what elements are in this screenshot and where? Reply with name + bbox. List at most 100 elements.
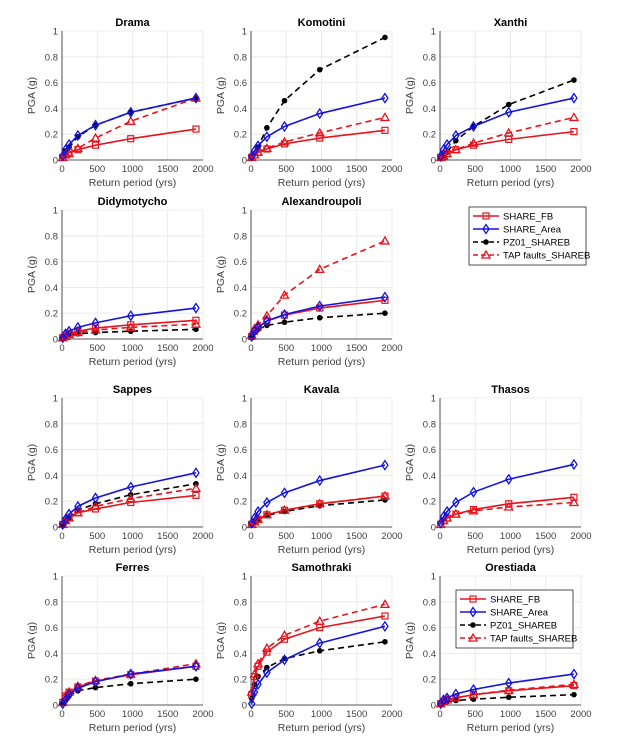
data-point — [72, 143, 83, 153]
y-tick-label: 0.6 — [423, 445, 436, 456]
data-point — [91, 317, 100, 329]
subplot-samothraki: 0 500 1000 1500 2000 0 0.2 0.4 0.6 0.8 1 Samothraki… — [215, 562, 403, 734]
data-point — [381, 126, 389, 134]
x-axis-label: Return period (yrs) — [278, 722, 366, 734]
data-point — [91, 141, 100, 149]
data-point — [193, 326, 199, 333]
x-tick-label: 2000 — [570, 709, 591, 720]
y-tick-label: 1 — [431, 394, 436, 405]
series-line — [251, 97, 386, 157]
y-tick-label: 0.6 — [234, 623, 247, 634]
legend-marker — [470, 622, 476, 628]
y-tick-label: 1 — [242, 394, 247, 405]
data-point — [504, 106, 513, 118]
y-axis-label: PGA (g) — [404, 77, 416, 114]
data-point — [570, 458, 578, 471]
legend-marker — [469, 595, 477, 603]
data-point — [381, 291, 389, 303]
data-point — [125, 322, 136, 332]
data-point — [74, 146, 82, 154]
y-tick-label: 0.8 — [45, 231, 58, 242]
y-tick-label: 0.6 — [423, 78, 436, 89]
data-point — [381, 612, 389, 620]
data-point — [90, 324, 101, 334]
y-tick-label: 0.6 — [234, 445, 247, 456]
x-tick-label: 1000 — [122, 164, 143, 175]
legend-entry: SHARE_FB — [460, 595, 540, 606]
data-point — [452, 129, 460, 142]
data-point — [190, 482, 202, 492]
subplot-didymotycho: 0 500 1000 1500 2000 0 0.2 0.4 0.6 0.8 1 Didymotych… — [26, 196, 214, 368]
y-tick-label: 0 — [431, 523, 436, 534]
data-point — [126, 481, 135, 493]
data-point — [74, 682, 82, 694]
legend-label: SHARE_Area — [503, 225, 562, 236]
x-axis-label: Return period (yrs) — [278, 177, 366, 189]
y-axis-label: PGA (g) — [215, 256, 227, 293]
subplot-title: Sappes — [113, 384, 152, 396]
series-line — [62, 307, 197, 339]
data-point — [280, 140, 289, 148]
y-tick-label: 1 — [53, 206, 58, 217]
x-axis-label: Return period (yrs) — [278, 544, 366, 556]
data-point — [74, 500, 82, 513]
legend-entry: TAP faults_SHAREB — [460, 632, 577, 645]
data-point — [382, 310, 388, 317]
legend-main: SHARE_FB SHARE_Area PZ01_SHAREB TAP faults_… — [468, 206, 590, 266]
x-tick-label: 2000 — [381, 709, 402, 720]
series-share_area — [247, 92, 389, 162]
series-line — [62, 665, 197, 705]
subplot-title: Thasos — [491, 384, 530, 396]
x-tick-label: 500 — [278, 531, 294, 542]
data-point — [568, 679, 580, 689]
data-point — [127, 680, 134, 687]
series-share_area — [58, 92, 200, 162]
data-point — [92, 684, 99, 691]
data-point — [314, 127, 325, 137]
y-tick-label: 0.4 — [423, 471, 436, 482]
data-point — [452, 688, 460, 700]
y-axis-label: PGA (g) — [215, 444, 227, 481]
y-axis-label: PGA (g) — [404, 622, 416, 659]
data-point — [452, 510, 460, 518]
data-point — [315, 474, 324, 487]
series-line — [250, 615, 386, 695]
subplot-title: Kavala — [304, 384, 340, 396]
data-point — [91, 492, 100, 504]
data-point — [193, 676, 199, 682]
data-point — [381, 620, 389, 632]
x-tick-label: 1000 — [311, 164, 332, 175]
y-tick-label: 0.4 — [234, 283, 247, 294]
legend-marker — [467, 632, 479, 642]
data-point — [263, 511, 271, 519]
data-point — [127, 328, 134, 335]
data-point — [250, 673, 259, 681]
data-point — [279, 289, 290, 299]
data-point — [61, 694, 70, 706]
x-tick-label: 0 — [248, 343, 253, 354]
data-point — [505, 101, 512, 108]
y-tick-label: 0.8 — [423, 52, 436, 63]
x-tick-label: 2000 — [570, 164, 591, 175]
subplot-alexandroupoli: 0 500 1000 1500 2000 0 0.2 0.4 0.6 0.8 1 Alexandrou… — [215, 196, 403, 368]
y-tick-label: 0.6 — [45, 623, 58, 634]
x-tick-label: 1500 — [535, 709, 556, 720]
data-point — [192, 467, 200, 479]
data-point — [254, 662, 262, 670]
data-point — [279, 630, 290, 639]
y-axis-label: PGA (g) — [215, 622, 227, 659]
data-point — [58, 150, 67, 162]
legend-entry: SHARE_Area — [460, 606, 549, 619]
x-axis-label: Return period (yrs) — [89, 356, 177, 368]
subplot-title: Komotini — [298, 17, 346, 29]
data-point — [571, 77, 577, 83]
data-point — [316, 623, 324, 632]
y-tick-label: 0.8 — [45, 597, 58, 608]
y-tick-label: 0.2 — [45, 497, 58, 508]
subplot-title: Xanthi — [494, 17, 528, 29]
x-tick-label: 0 — [437, 164, 442, 175]
y-tick-label: 0.8 — [234, 597, 247, 608]
y-tick-label: 0.4 — [45, 104, 58, 115]
data-point — [316, 500, 324, 508]
data-point — [381, 92, 389, 104]
